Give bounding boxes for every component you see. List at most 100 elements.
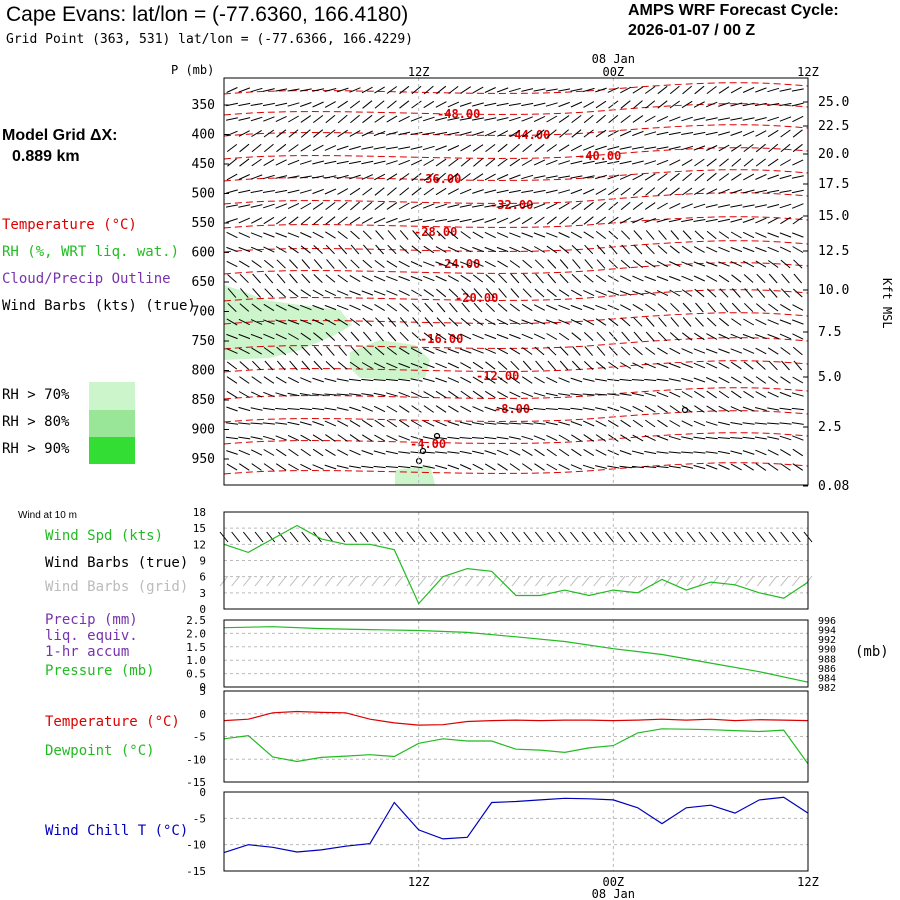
wind-barb xyxy=(768,143,779,153)
wind-barb xyxy=(350,114,360,124)
wind-barb xyxy=(645,303,656,312)
wind-barb xyxy=(620,86,632,94)
wind-barb xyxy=(779,422,792,425)
wind-speed-line xyxy=(223,524,809,605)
wind-barb xyxy=(262,435,275,441)
wind-barb xyxy=(657,100,668,109)
wind-barb xyxy=(337,129,348,138)
wind-barb xyxy=(719,302,729,313)
wind-barb xyxy=(325,129,336,138)
wind-barb xyxy=(558,115,570,123)
legend-temperature: Temperature (°C) xyxy=(2,217,137,233)
wind-barb-true xyxy=(406,531,416,543)
wind-barb xyxy=(768,288,778,298)
wind-barb xyxy=(694,187,705,196)
wind-barb xyxy=(435,451,448,454)
pressure-unit-label: (mb) xyxy=(855,644,889,660)
wind-barb xyxy=(510,360,520,371)
wind-barb xyxy=(238,130,250,137)
wind-barb xyxy=(398,362,410,369)
y-tick-label: -5 xyxy=(193,731,206,744)
wind-barb xyxy=(767,391,779,398)
wind-barb xyxy=(411,245,422,254)
wind-barb xyxy=(792,304,804,311)
wind-barb xyxy=(754,407,767,411)
wind-barb xyxy=(337,449,349,456)
wind-barb xyxy=(300,332,312,341)
wind-barb xyxy=(534,346,545,356)
wind-barb xyxy=(706,86,717,94)
wind-barb xyxy=(656,362,669,369)
wind-barb xyxy=(583,318,595,326)
wind-barb xyxy=(705,204,718,208)
wind-barb xyxy=(681,261,693,267)
wind-barb xyxy=(792,463,804,471)
wind-barb xyxy=(633,317,643,327)
wind-barb xyxy=(362,346,372,356)
wind-barb xyxy=(509,232,521,238)
wind-barb xyxy=(657,202,668,210)
wind-barb xyxy=(435,377,447,383)
wind-barb xyxy=(361,304,373,311)
wind-barb xyxy=(325,231,336,239)
wind-barb xyxy=(336,87,349,93)
wind-barb xyxy=(508,189,521,194)
pressure-tick-label: 994 xyxy=(818,626,836,637)
y-tick-label: 2.5 xyxy=(186,614,206,627)
wind-barb xyxy=(743,463,754,471)
wind-barb xyxy=(792,435,804,441)
wind-barb xyxy=(693,275,706,282)
wind-barb xyxy=(669,159,681,166)
wind-barb xyxy=(312,304,324,311)
wind-barb xyxy=(398,391,410,398)
wind-barb xyxy=(546,202,558,210)
wind-barb xyxy=(706,333,718,340)
wind-barb xyxy=(792,203,804,209)
wind-barb xyxy=(718,274,730,283)
wind-barb xyxy=(411,302,422,313)
wind-barb xyxy=(361,174,373,180)
wind-barb xyxy=(263,376,275,384)
wind-barb xyxy=(508,436,521,440)
wind-barb xyxy=(595,188,607,195)
wind-barb xyxy=(534,259,545,269)
wind-barb xyxy=(312,88,325,92)
wind-barb xyxy=(742,231,755,239)
wind-barb xyxy=(791,102,804,107)
wind-barb xyxy=(472,117,484,121)
temperature-contour xyxy=(223,192,809,205)
wind-barb xyxy=(300,115,312,123)
wind-barb-grid xyxy=(698,575,708,587)
pressure-tick-label: 400 xyxy=(192,128,215,143)
wind-barb xyxy=(743,302,754,313)
wind-barb xyxy=(496,117,509,121)
wind-barb xyxy=(336,304,349,311)
wind-barb xyxy=(485,158,496,167)
wind-barb xyxy=(767,232,779,238)
wind-barb xyxy=(755,376,767,384)
wind-barb xyxy=(779,319,792,325)
wind-barb xyxy=(226,117,238,121)
wind-barb xyxy=(780,303,791,312)
wind-barb xyxy=(263,259,274,269)
wind-barb xyxy=(522,360,532,371)
wind-barb xyxy=(669,289,681,297)
wind-barb xyxy=(509,319,521,325)
wind-barb xyxy=(510,288,520,298)
wind-barb xyxy=(287,392,300,397)
wind-barb xyxy=(300,129,311,138)
wind-barb-true xyxy=(581,531,591,543)
legend-rh80: RH > 80% xyxy=(2,414,70,430)
wind-barb xyxy=(656,435,669,441)
wind-barb-true xyxy=(511,531,521,543)
wind-barb-grid xyxy=(313,575,322,587)
wind-barb xyxy=(595,274,607,283)
temperature-contour xyxy=(223,262,809,275)
wind-barb xyxy=(705,421,718,426)
wind-barb xyxy=(521,376,533,384)
wind-barb xyxy=(584,346,593,356)
wind-barb xyxy=(645,187,656,196)
wind-barb xyxy=(521,216,533,225)
wind-barb xyxy=(583,145,595,151)
